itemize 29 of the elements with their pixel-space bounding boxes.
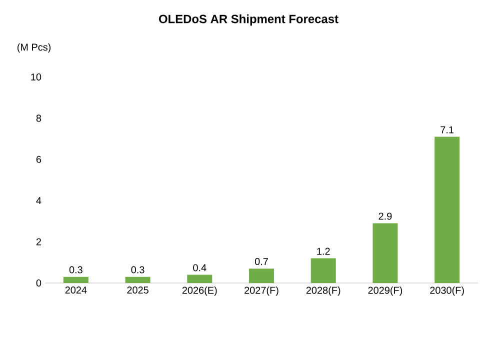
y-tick-label: 6 xyxy=(36,156,42,163)
data-label: 1.2 xyxy=(317,248,330,255)
bar xyxy=(63,276,88,283)
x-tick-label: 2029(F) xyxy=(368,286,402,296)
x-tick-label: 2025 xyxy=(127,286,148,294)
chart-title: OLEDoS AR Shipment Forecast xyxy=(158,14,338,26)
bar xyxy=(310,258,336,283)
x-tick-label: 2030(F) xyxy=(430,286,464,296)
y-tick-label: 2 xyxy=(36,238,41,246)
x-tick-label: 2027(F) xyxy=(244,286,278,296)
y-tick-label: 8 xyxy=(36,114,42,122)
x-tick-label: 2024 xyxy=(65,286,87,294)
y-tick-label: 0 xyxy=(36,279,42,287)
bar xyxy=(434,136,460,283)
y-tick-label: 10 xyxy=(31,73,42,81)
data-label: 2.9 xyxy=(378,212,392,220)
data-label: 0.4 xyxy=(193,264,206,272)
data-label: 0.7 xyxy=(254,258,268,266)
data-label: 0.3 xyxy=(69,266,82,274)
bar xyxy=(372,223,398,283)
y-axis-title: (M Pcs) xyxy=(17,43,51,53)
bar xyxy=(249,268,274,283)
data-label: 0.3 xyxy=(131,266,144,274)
x-tick-label: 2026(E) xyxy=(182,286,217,296)
x-tick-label: 2028(F) xyxy=(306,286,340,296)
bar xyxy=(125,276,150,283)
data-label: 7.1 xyxy=(440,126,454,134)
bar xyxy=(187,274,212,283)
y-tick-label: 4 xyxy=(36,197,42,204)
